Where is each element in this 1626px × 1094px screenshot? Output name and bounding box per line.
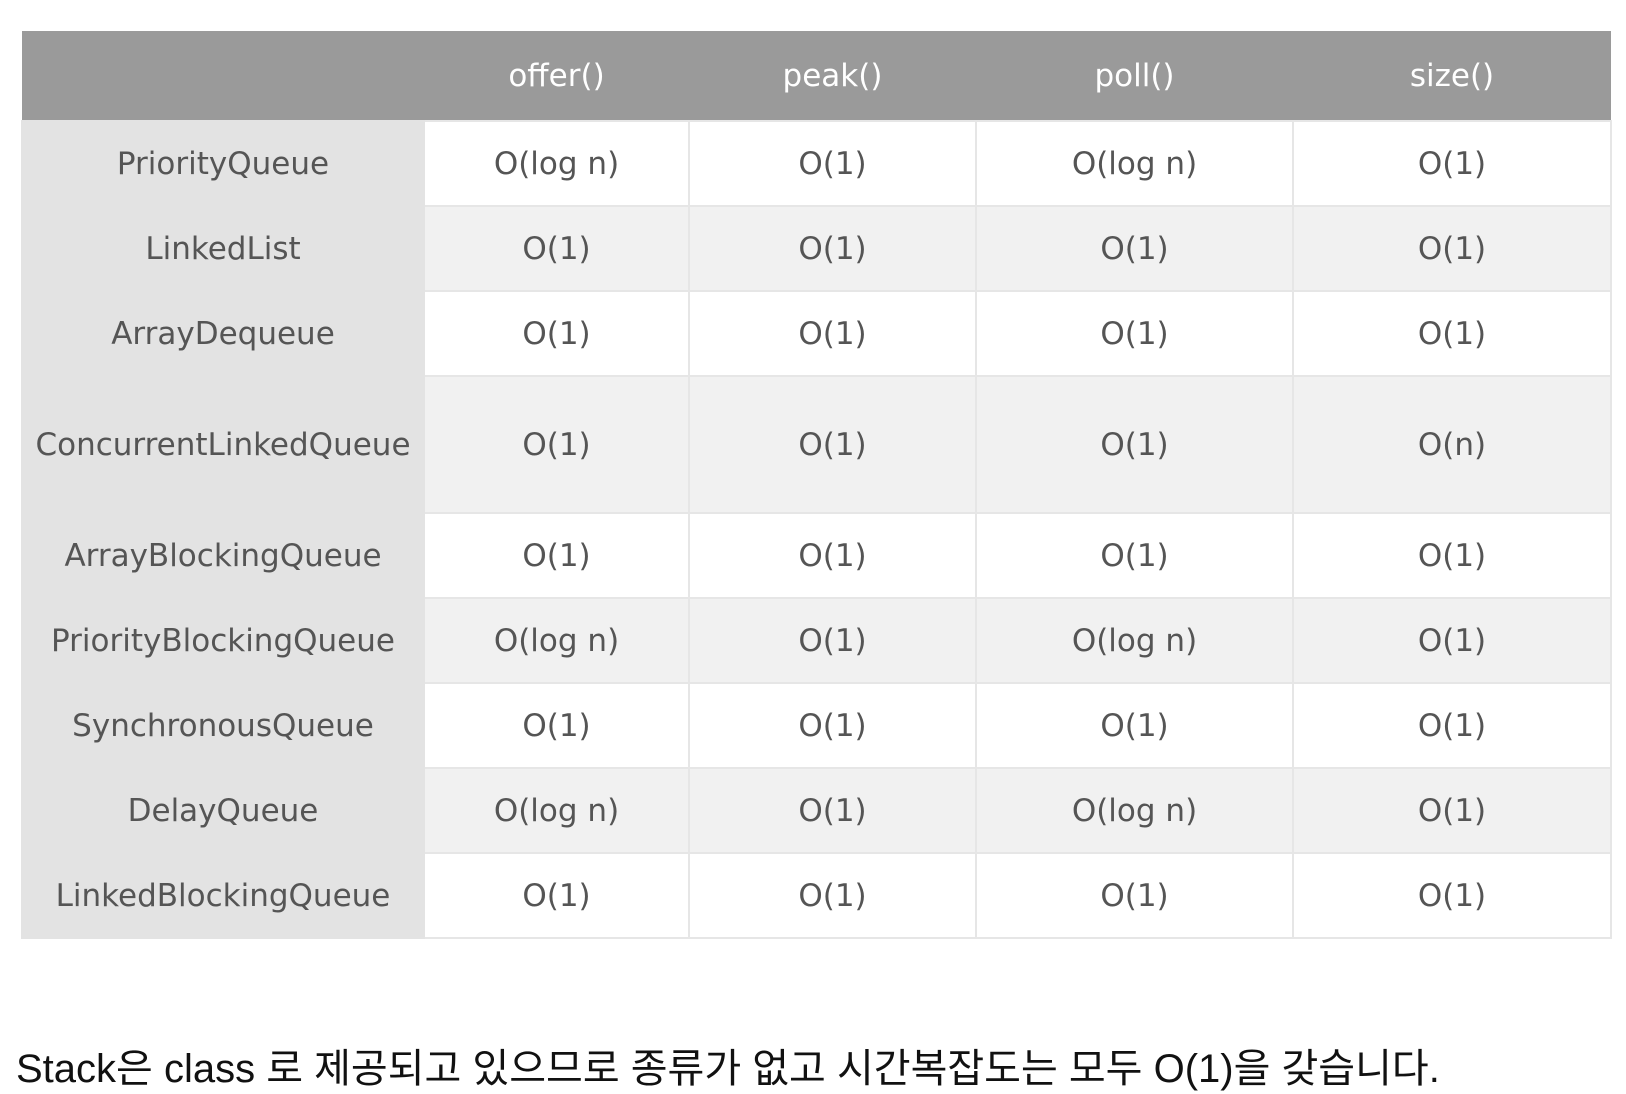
row-label: PriorityQueue: [21, 120, 425, 207]
table-cell: O(n): [1292, 375, 1612, 514]
table-cell: O(1): [1292, 852, 1612, 939]
table-cell: O(1): [423, 290, 690, 377]
table-cell: O(1): [423, 375, 690, 514]
header-corner-cell: [22, 31, 424, 121]
table-cell: O(1): [688, 375, 977, 514]
table-cell: O(log n): [423, 597, 690, 684]
header-peak: peak(): [689, 31, 976, 121]
row-label: PriorityBlockingQueue: [21, 597, 425, 684]
table-cell: O(log n): [975, 597, 1294, 684]
table-cell: O(1): [423, 852, 690, 939]
table-cell: O(1): [1292, 597, 1612, 684]
stack-complexity-note: Stack은 class 로 제공되고 있으므로 종류가 없고 시간복잡도는 모…: [16, 1047, 1440, 1091]
table-cell: O(1): [688, 120, 977, 207]
table-cell: O(1): [975, 512, 1294, 599]
table-cell: O(1): [688, 597, 977, 684]
table-header: offer() peak() poll() size(): [22, 31, 1611, 121]
header-size: size(): [1293, 31, 1611, 121]
row-label: ConcurrentLinkedQueue: [21, 375, 425, 514]
table-cell: O(1): [1292, 205, 1612, 292]
header-row: offer() peak() poll() size(): [22, 31, 1611, 121]
table-cell: O(1): [1292, 682, 1612, 769]
table-row: PriorityBlockingQueue O(log n) O(1) O(lo…: [21, 597, 1612, 684]
table-cell: O(1): [688, 205, 977, 292]
header-offer: offer(): [424, 31, 689, 121]
table-cell: O(1): [688, 852, 977, 939]
table-cell: O(1): [1292, 512, 1612, 599]
table-row: ArrayBlockingQueue O(1) O(1) O(1) O(1): [21, 512, 1612, 599]
complexity-table-container: offer() peak() poll() size() PriorityQue…: [21, 31, 1612, 939]
table-cell: O(1): [975, 852, 1294, 939]
table-cell: O(1): [1292, 767, 1612, 854]
table-cell: O(1): [688, 512, 977, 599]
table-cell: O(1): [975, 682, 1294, 769]
table-cell: O(1): [423, 205, 690, 292]
table-row: DelayQueue O(log n) O(1) O(log n) O(1): [21, 767, 1612, 854]
table-row: ArrayDequeue O(1) O(1) O(1) O(1): [21, 290, 1612, 377]
table-cell: O(1): [688, 290, 977, 377]
table-cell: O(1): [688, 682, 977, 769]
table-cell: O(1): [423, 682, 690, 769]
table-cell: O(1): [1292, 120, 1612, 207]
table-cell: O(log n): [975, 767, 1294, 854]
table-cell: O(1): [975, 205, 1294, 292]
row-label: SynchronousQueue: [21, 682, 425, 769]
table-cell: O(log n): [423, 767, 690, 854]
row-label: ArrayDequeue: [21, 290, 425, 377]
row-label: ArrayBlockingQueue: [21, 512, 425, 599]
table-cell: O(1): [975, 290, 1294, 377]
row-label: LinkedBlockingQueue: [21, 852, 425, 939]
header-poll: poll(): [976, 31, 1293, 121]
table-cell: O(1): [688, 767, 977, 854]
table-cell: O(1): [1292, 290, 1612, 377]
table-row: LinkedList O(1) O(1) O(1) O(1): [21, 205, 1612, 292]
table-cell: O(1): [975, 375, 1294, 514]
table-cell: O(log n): [975, 120, 1294, 207]
table-row: SynchronousQueue O(1) O(1) O(1) O(1): [21, 682, 1612, 769]
table-row: ConcurrentLinkedQueue O(1) O(1) O(1) O(n…: [21, 375, 1612, 514]
table-row: PriorityQueue O(log n) O(1) O(log n) O(1…: [21, 120, 1612, 207]
table-row: LinkedBlockingQueue O(1) O(1) O(1) O(1): [21, 852, 1612, 939]
queue-complexity-table: offer() peak() poll() size() PriorityQue…: [21, 31, 1612, 939]
table-body: PriorityQueue O(log n) O(1) O(log n) O(1…: [21, 120, 1612, 939]
table-cell: O(log n): [423, 120, 690, 207]
row-label: LinkedList: [21, 205, 425, 292]
row-label: DelayQueue: [21, 767, 425, 854]
table-cell: O(1): [423, 512, 690, 599]
